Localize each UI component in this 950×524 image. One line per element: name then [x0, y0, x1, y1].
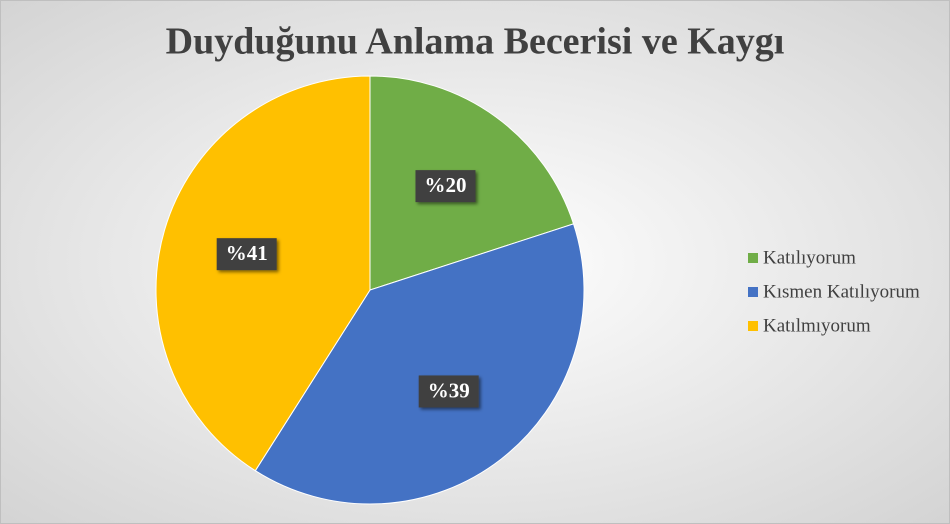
data-label-box: [216, 238, 277, 271]
legend-swatch: [748, 287, 758, 297]
legend: Katılıyorum Kısmen Katılıyorum Katılmıyoru…: [748, 247, 920, 336]
pie-slice: [155, 75, 371, 472]
pie: [155, 75, 585, 505]
data-label: %20: [415, 170, 476, 203]
data-labels: %20 %39 %41: [216, 170, 479, 408]
legend-label: Kısmen Katılıyorum: [763, 281, 920, 302]
data-label-box: [415, 170, 476, 203]
data-label: %39: [418, 375, 479, 408]
data-label-text: %41: [226, 241, 268, 265]
legend-swatch: [748, 321, 758, 331]
chart-title: Duyduğunu Anlama Becerisi ve Kaygı: [166, 21, 785, 63]
legend-label: Katılmıyorum: [763, 315, 871, 336]
data-label-text: %39: [428, 378, 470, 402]
data-label-text: %20: [424, 173, 466, 197]
data-label-box: [418, 375, 479, 408]
legend-label: Katılıyorum: [763, 247, 856, 268]
pie-slice: [254, 223, 585, 505]
data-label: %41: [216, 238, 277, 271]
legend-swatch: [748, 253, 758, 263]
